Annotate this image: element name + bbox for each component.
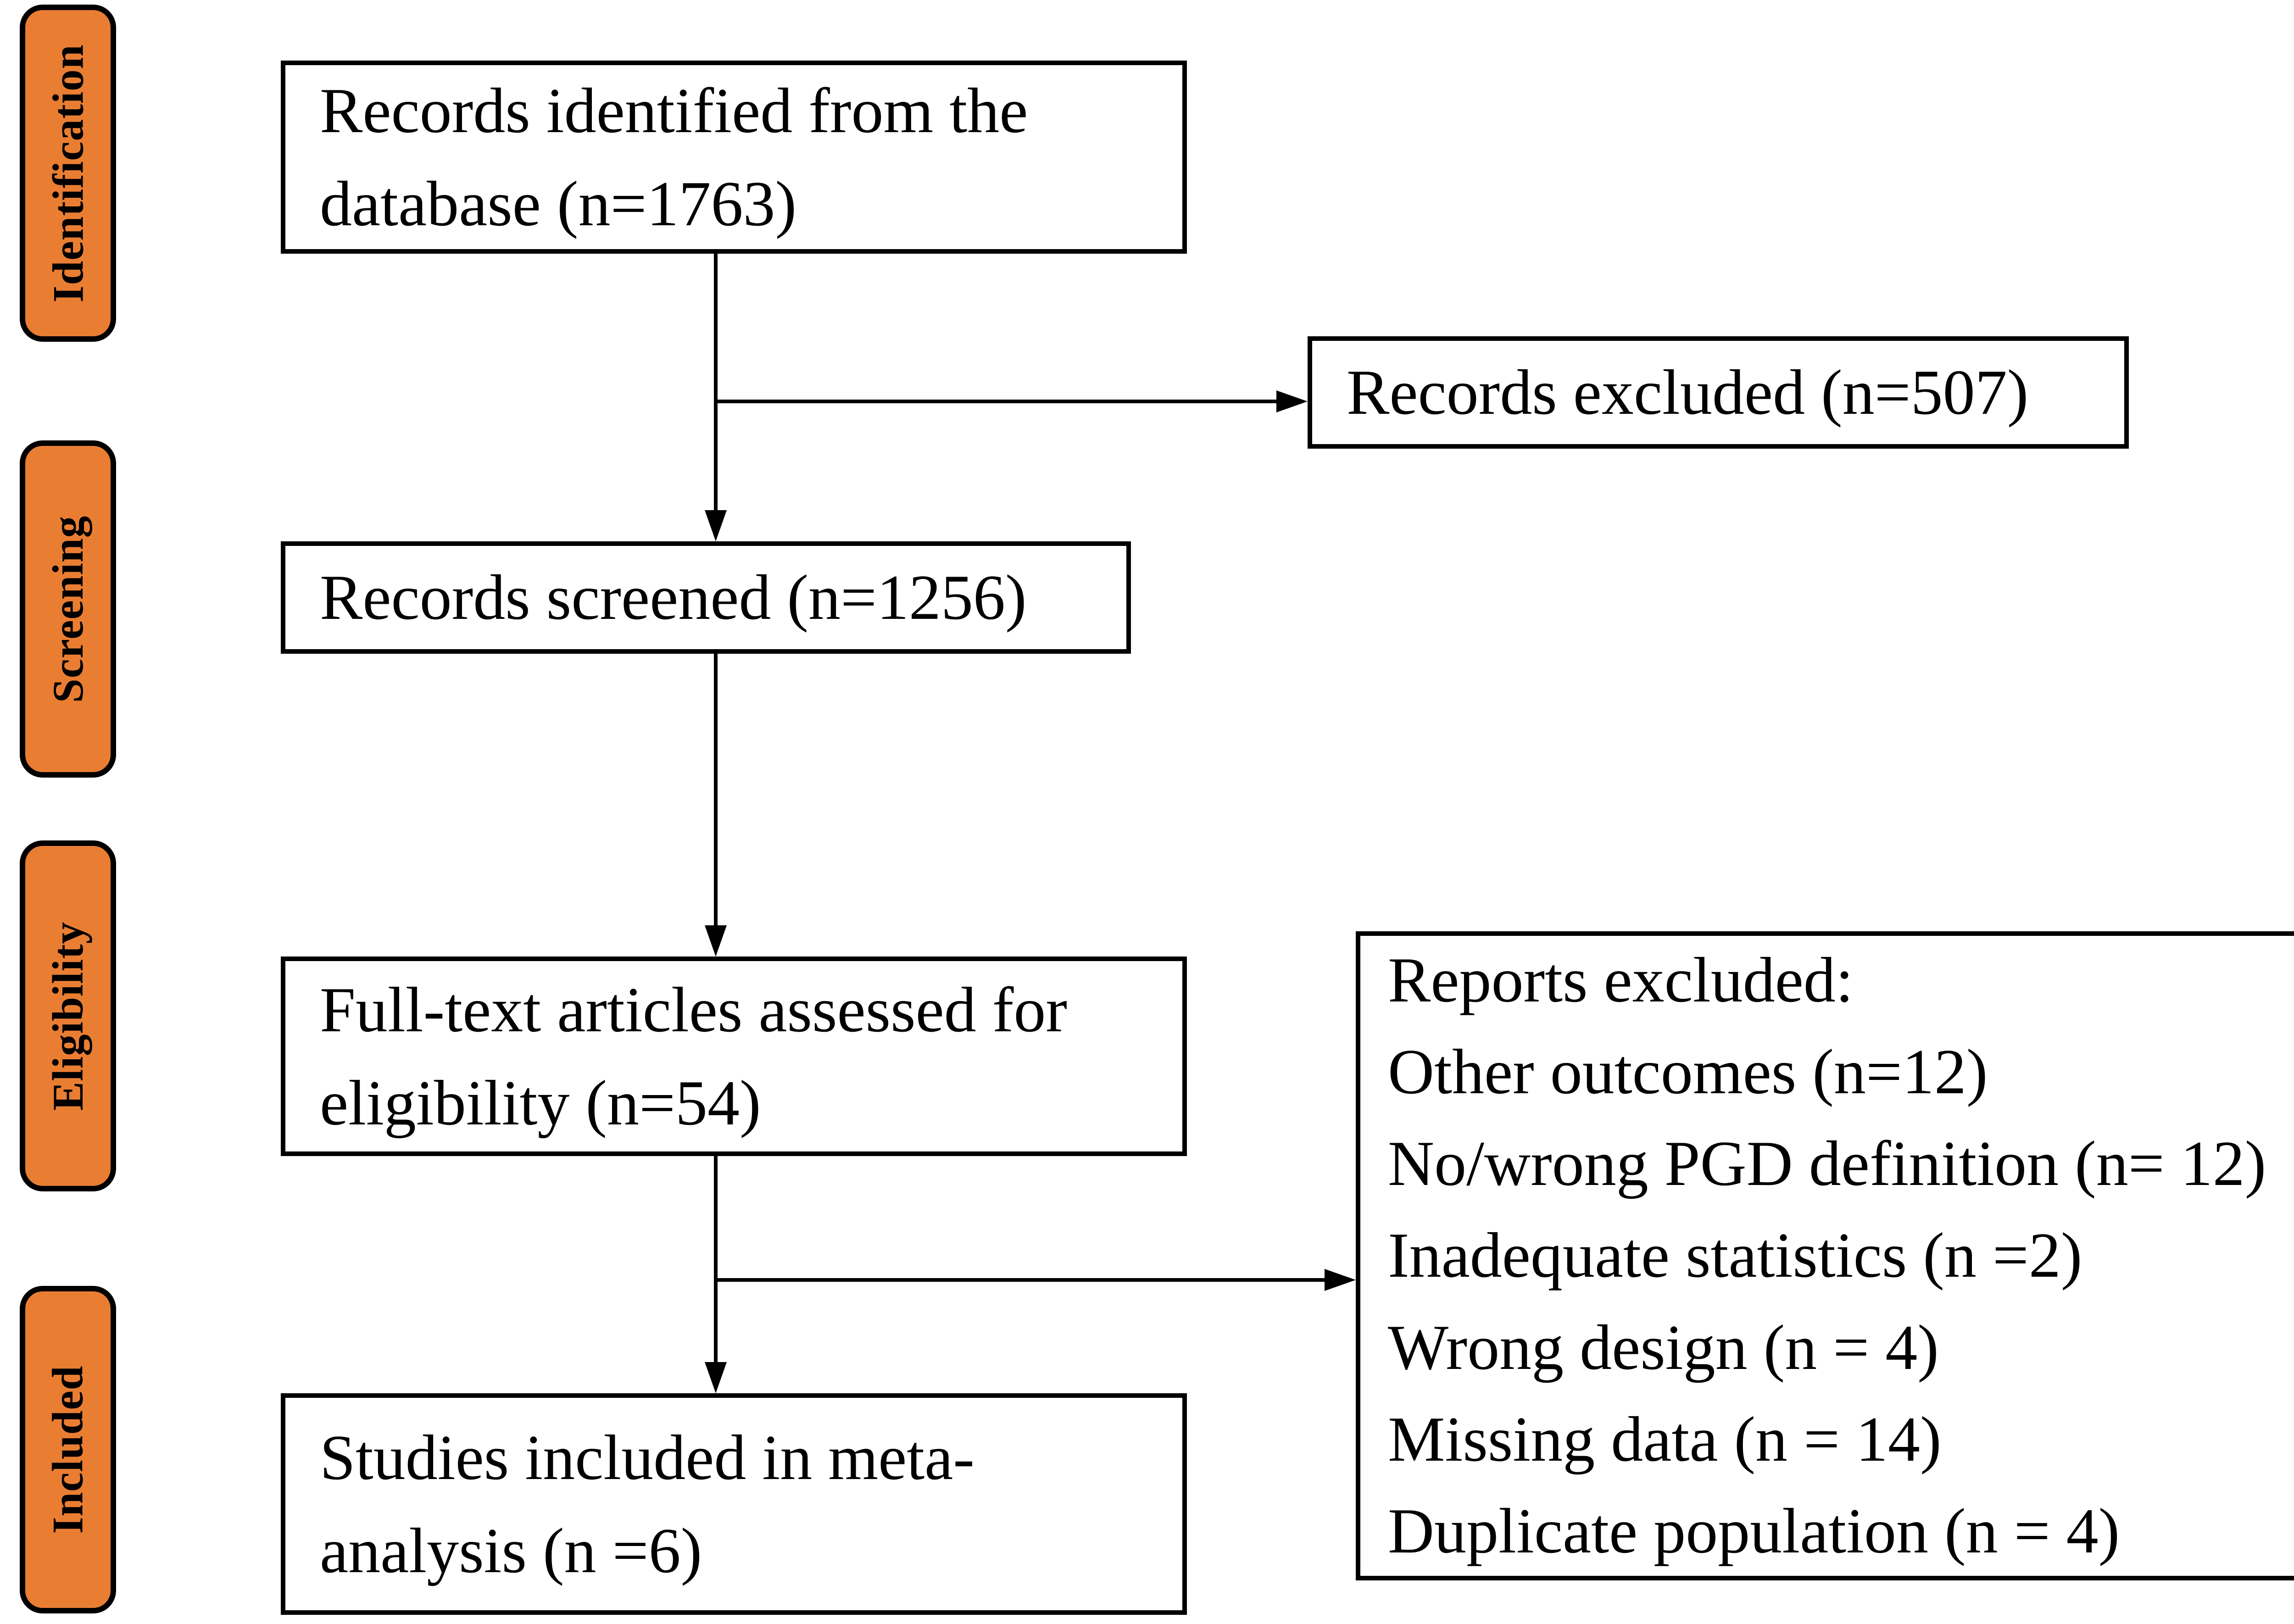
box-records-screened: Records screened (n=1256) xyxy=(281,541,1131,654)
stage-included: Included xyxy=(20,1286,116,1613)
stage-screening-label: Screening xyxy=(44,515,92,703)
reports-excluded-item: Inadequate statistics (n =2) xyxy=(1388,1220,2082,1291)
stage-identification-label: Identification xyxy=(44,44,92,302)
arrowhead-fulltext xyxy=(705,925,727,957)
reports-excluded-item: Other outcomes (n=12) xyxy=(1388,1036,1988,1108)
box-studies-included: Studies included in meta-analysis (n =6) xyxy=(281,1393,1187,1615)
stage-eligibility-label: Eligibility xyxy=(44,921,93,1111)
box-records-excluded-text: Records excluded (n=507) xyxy=(1347,357,2029,428)
box-reports-excluded: Reports excluded: Other outcomes (n=12) … xyxy=(1356,931,2294,1580)
box-fulltext-assessed-text: Full-text articles assessed for eligibil… xyxy=(320,974,1068,1139)
box-records-excluded: Records excluded (n=507) xyxy=(1308,336,2129,449)
line-branch-records-excluded xyxy=(714,400,1276,403)
box-fulltext-assessed: Full-text articles assessed for eligibil… xyxy=(281,957,1187,1156)
box-reports-excluded-list: Reports excluded: Other outcomes (n=12) … xyxy=(1360,934,2284,1577)
stage-identification: Identification xyxy=(20,5,116,342)
line-fulltext-to-included xyxy=(714,1156,718,1362)
stage-included-label: Included xyxy=(44,1365,93,1534)
reports-excluded-item: Duplicate population (n = 4) xyxy=(1388,1495,2120,1567)
reports-excluded-title: Reports excluded: xyxy=(1388,944,1854,1016)
box-studies-included-text: Studies included in meta-analysis (n =6) xyxy=(320,1422,974,1586)
arrowhead-studies-included xyxy=(705,1362,727,1393)
arrowhead-screened xyxy=(705,510,727,541)
stage-eligibility: Eligibility xyxy=(20,840,116,1191)
stage-screening: Screening xyxy=(20,440,116,778)
arrowhead-reports-excluded xyxy=(1325,1269,1356,1291)
reports-excluded-item: Wrong design (n = 4) xyxy=(1388,1312,1939,1383)
box-records-screened-text: Records screened (n=1256) xyxy=(320,562,1027,633)
line-identified-to-screened xyxy=(714,254,718,512)
arrowhead-records-excluded xyxy=(1276,390,1308,412)
reports-excluded-item: No/wrong PGD definition (n= 12) xyxy=(1388,1128,2266,1200)
reports-excluded-item: Missing data (n = 14) xyxy=(1388,1403,1942,1475)
line-screened-to-fulltext xyxy=(714,654,718,925)
line-branch-reports-excluded xyxy=(714,1278,1325,1282)
box-records-identified-text: Records identified from the database (n=… xyxy=(320,75,1028,239)
box-records-identified: Records identified from the database (n=… xyxy=(281,61,1187,254)
